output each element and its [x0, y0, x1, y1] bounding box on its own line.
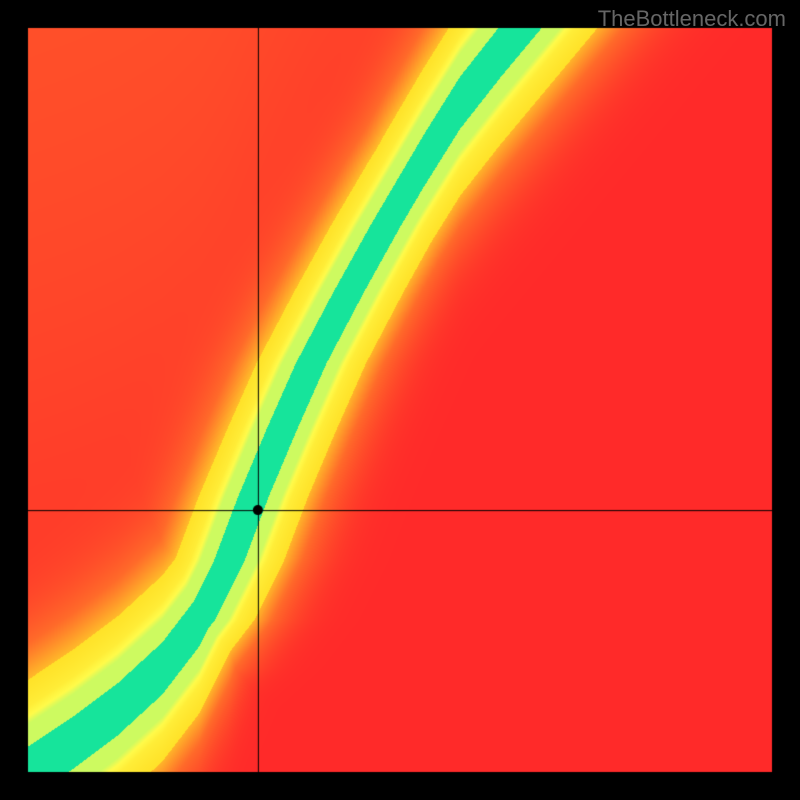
- heatmap-canvas: [0, 0, 800, 800]
- heatmap-plot: [0, 0, 800, 800]
- watermark-text: TheBottleneck.com: [598, 6, 786, 32]
- chart-container: TheBottleneck.com: [0, 0, 800, 800]
